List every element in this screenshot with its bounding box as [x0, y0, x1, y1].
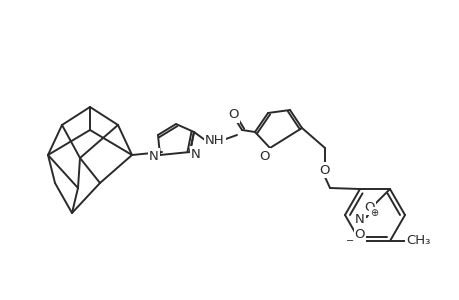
Text: O: O — [354, 227, 364, 241]
Text: N: N — [149, 149, 158, 163]
Text: O: O — [228, 109, 239, 122]
Text: O: O — [319, 164, 330, 176]
Text: NH: NH — [205, 134, 224, 146]
Text: ⊕: ⊕ — [369, 208, 377, 218]
Text: CH₃: CH₃ — [405, 235, 429, 248]
Text: N: N — [354, 212, 364, 226]
Text: N: N — [190, 148, 201, 160]
Text: O: O — [364, 200, 375, 214]
Text: O: O — [259, 149, 270, 163]
Text: −: − — [345, 236, 353, 246]
